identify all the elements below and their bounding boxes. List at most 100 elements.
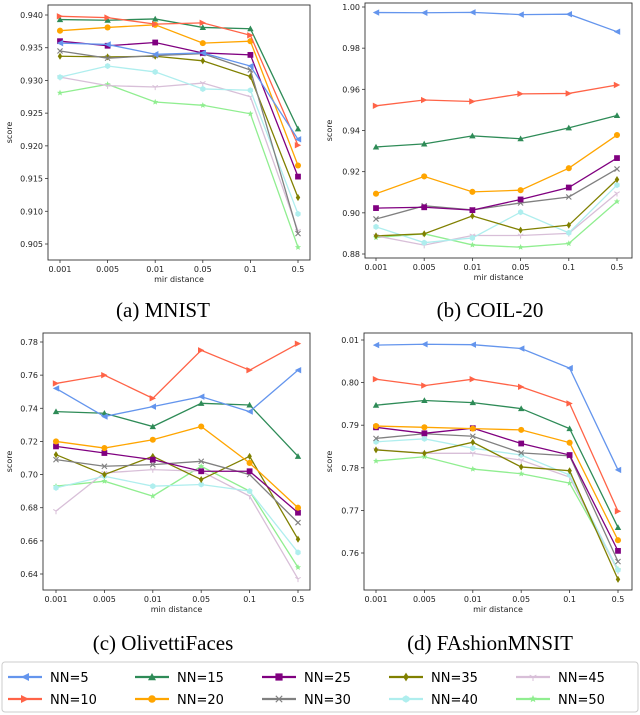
data-point (517, 187, 524, 194)
data-point (152, 15, 159, 22)
data-point (517, 135, 524, 142)
data-point (152, 20, 159, 28)
data-point (198, 347, 205, 354)
series-line (375, 168, 618, 220)
data-point (614, 508, 622, 515)
data-point (247, 62, 254, 70)
data-point (149, 456, 156, 463)
data-point (104, 55, 111, 62)
series-line (59, 42, 299, 140)
series-line (375, 11, 618, 33)
data-point (518, 463, 524, 471)
data-point (199, 49, 206, 57)
x-tick-label: 0.5 (292, 595, 305, 604)
legend-marker-icon (148, 695, 156, 703)
caption-d: (d) FAshionMNSIT (407, 631, 573, 655)
series-line (55, 402, 299, 457)
data-point (421, 424, 428, 431)
series-line (55, 445, 299, 514)
series-nn-40 (373, 182, 620, 246)
data-point (372, 102, 380, 109)
data-point (199, 102, 206, 108)
data-point (614, 524, 622, 530)
data-point (52, 385, 60, 392)
x-tick-label: 0.5 (292, 265, 305, 274)
legend-item: NN=35 (389, 671, 478, 686)
data-point (57, 38, 63, 45)
axes-frame (42, 332, 311, 591)
series-line (59, 55, 299, 198)
data-point (294, 504, 302, 511)
data-point (373, 435, 379, 442)
data-point (198, 468, 205, 475)
data-point (294, 244, 302, 250)
data-point (104, 14, 111, 21)
data-point (294, 136, 302, 143)
data-point (198, 458, 205, 465)
data-point (421, 397, 428, 404)
data-point (372, 341, 380, 349)
data-point (149, 423, 156, 430)
legend-label: NN=35 (431, 671, 478, 686)
data-point (198, 463, 205, 469)
data-point (422, 449, 427, 457)
series-line (375, 438, 619, 571)
data-point (614, 175, 620, 184)
data-point (294, 564, 302, 570)
data-point (615, 575, 621, 583)
legend-item: NN=30 (262, 693, 351, 708)
legend-label: NN=25 (304, 671, 351, 686)
x-tick-label: 0.001 (45, 595, 68, 604)
data-point (421, 435, 428, 442)
x-tick-label: 0.05 (512, 263, 530, 272)
data-point (294, 453, 302, 459)
data-point (53, 484, 59, 491)
x-tick-label: 0.01 (144, 595, 162, 604)
y-tick-label: 0.905 (20, 240, 43, 249)
x-tick-label: 0.005 (93, 595, 116, 604)
y-tick-label: 0.935 (20, 44, 43, 53)
series-nn-10 (56, 13, 302, 149)
data-point (295, 173, 301, 180)
legend-label: NN=50 (558, 693, 605, 708)
series-line (375, 134, 618, 195)
series-nn-50 (372, 453, 622, 572)
y-tick-label: 0.940 (20, 11, 43, 20)
data-point (469, 98, 476, 105)
series-nn-15 (52, 400, 302, 459)
data-point (198, 423, 205, 430)
legend-marker-icon (275, 673, 283, 681)
data-point (200, 85, 206, 92)
series-nn-5 (52, 366, 302, 420)
data-point (248, 72, 253, 81)
data-point (200, 57, 206, 65)
series-line (375, 192, 618, 246)
series-nn-15 (372, 112, 621, 150)
data-point (101, 413, 108, 420)
data-point (517, 244, 524, 250)
data-point (149, 461, 156, 468)
data-point (469, 465, 476, 472)
legend-label: NN=45 (558, 671, 605, 686)
chart-coil20: 1.00 0.98 0.96 0.94 0.92 0.90 0.88 0.001 0.005 0.… (325, 2, 633, 282)
y-tick-label: 0.74 (20, 404, 38, 413)
series-line (375, 426, 619, 552)
data-point (614, 466, 622, 474)
data-point (101, 445, 108, 452)
data-point (152, 84, 159, 91)
x-axis-label: mir distance (474, 273, 524, 282)
data-point (294, 125, 302, 132)
data-point (149, 395, 156, 402)
data-point (518, 226, 523, 234)
data-point (566, 439, 573, 446)
chart-fashionmnist: 0.01 0.80 0.79 0.78 0.77 0.76 0.001 0.005 0.01 0.… (325, 332, 633, 614)
data-point (614, 182, 620, 189)
series-nn-20 (52, 423, 302, 511)
y-axis-label: score (325, 451, 334, 473)
data-point (566, 221, 572, 229)
data-point (421, 9, 428, 16)
x-tick-label: 0.05 (192, 595, 210, 604)
series-nn-20 (372, 423, 622, 544)
data-point (518, 440, 525, 447)
